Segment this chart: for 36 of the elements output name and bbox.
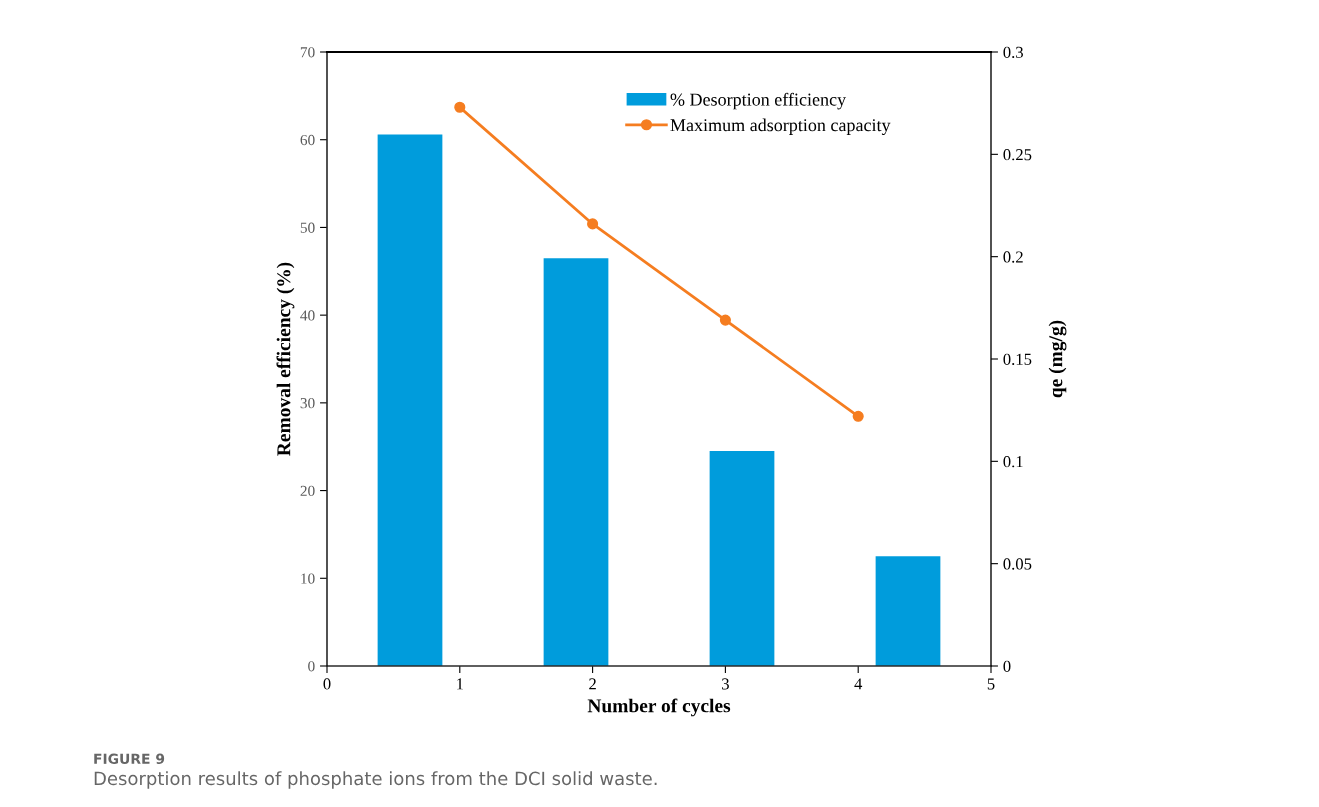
point	[587, 218, 599, 230]
y-tick-label: 40	[300, 310, 315, 321]
point	[719, 314, 731, 326]
y2-tick-label: 0.1	[1003, 456, 1023, 468]
y2-axis-title: qe (mg/g)	[1048, 320, 1067, 398]
y-tick-label: 20	[300, 485, 315, 497]
y-axis-title: Removal efficiency (%)	[276, 262, 295, 456]
y-tick-label: 10	[301, 573, 315, 584]
y2-tick-label: 0.2	[1003, 251, 1023, 263]
y-tick-label: 60	[300, 134, 315, 146]
y-tick-label: 50	[300, 222, 315, 233]
bar	[377, 134, 443, 666]
y-tick-label: 30	[300, 398, 315, 409]
x-tick-label: 4	[854, 678, 863, 690]
y2-tick-label: 0	[1003, 660, 1011, 672]
x-tick-label: 1	[457, 678, 463, 690]
legend-label: Maximum adsorption capacity	[670, 118, 891, 135]
x-tick-label: 5	[987, 678, 995, 690]
x-axis-title: Number of cycles	[587, 698, 731, 717]
y2-tick-label: 0.05	[1003, 558, 1032, 570]
x-tick-label: 2	[589, 678, 596, 690]
caption: FIGURE 9	[94, 753, 165, 765]
point	[454, 101, 466, 113]
bar	[543, 258, 609, 666]
y2-tick-label: 0.15	[1003, 353, 1032, 366]
bar	[875, 556, 941, 666]
y2-tick-label: 0.3	[1003, 46, 1023, 59]
x-tick-label: 3	[722, 678, 729, 690]
y-tick-label: 70	[300, 47, 315, 58]
y-tick-label: 0	[308, 661, 315, 672]
legend-label: % Desorption efficiency	[670, 92, 847, 110]
text: Desorption results of phosphate ions from the DCI solid waste.	[94, 771, 657, 789]
point	[852, 410, 864, 422]
bar	[709, 451, 775, 666]
y2-tick-label: 0.25	[1003, 149, 1032, 161]
x-tick-label: 0	[323, 678, 331, 690]
